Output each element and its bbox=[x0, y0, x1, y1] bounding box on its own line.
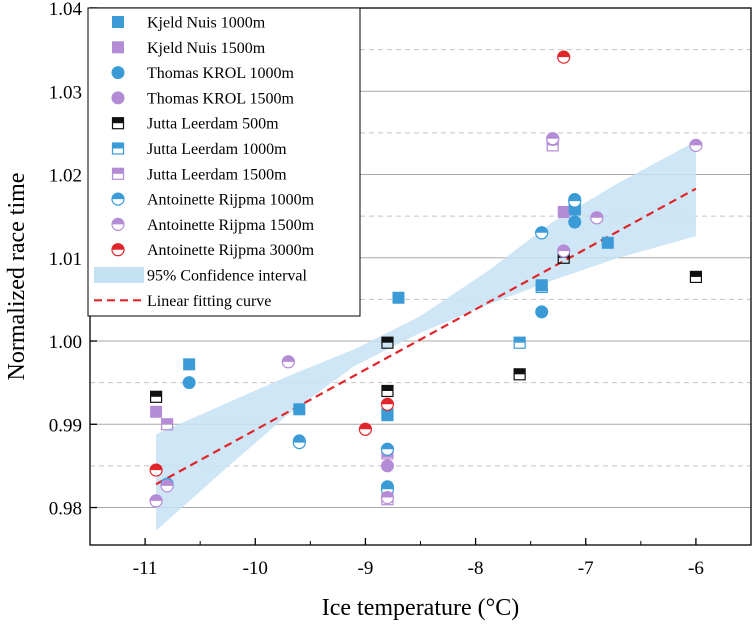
data-point bbox=[150, 405, 163, 418]
y-tick-label: 1.02 bbox=[49, 166, 82, 187]
legend: Kjeld Nuis 1000m Kjeld Nuis 1500m Thomas K… bbox=[87, 7, 361, 317]
legend-label: Kjeld Nuis 1000m bbox=[147, 15, 266, 32]
data-point bbox=[380, 442, 395, 456]
data-point bbox=[380, 490, 395, 505]
data-point bbox=[535, 305, 549, 319]
data-points bbox=[149, 50, 703, 508]
confidence-band-layer bbox=[156, 141, 696, 531]
data-point bbox=[381, 384, 394, 398]
x-axis-title: Ice temperature (°C) bbox=[322, 595, 519, 621]
legend-label: Antoinette Rijpma 3000m bbox=[147, 242, 315, 259]
y-axis-title: Normalized race time bbox=[4, 173, 30, 381]
data-point bbox=[513, 368, 526, 381]
y-tick-label: 1.04 bbox=[49, 0, 83, 20]
data-point bbox=[601, 236, 614, 249]
legend-marker bbox=[111, 167, 125, 180]
data-point bbox=[513, 336, 526, 349]
data-point bbox=[557, 244, 571, 258]
x-tick-label: -11 bbox=[133, 558, 158, 579]
legend-label: Thomas KROL 1500m bbox=[147, 90, 295, 107]
legend-label: 95% Confidence interval bbox=[147, 268, 308, 285]
legend-label: Antoinette Rijpma 1500m bbox=[147, 217, 315, 234]
data-point bbox=[535, 280, 548, 294]
legend-label: Jutta Leerdam 500m bbox=[147, 116, 279, 133]
data-point bbox=[358, 422, 373, 436]
data-point bbox=[149, 463, 163, 477]
y-tick-label: 1.01 bbox=[49, 249, 82, 270]
data-point bbox=[182, 376, 196, 390]
data-point bbox=[689, 138, 703, 152]
confidence-band bbox=[156, 141, 696, 531]
data-point bbox=[546, 132, 560, 146]
y-tick-label: 0.99 bbox=[49, 415, 82, 436]
legend-label: Linear fitting curve bbox=[147, 293, 271, 310]
legend-marker bbox=[111, 91, 125, 105]
legend-label: Antoinette Rijpma 1000m bbox=[147, 192, 315, 209]
x-tick-label: -8 bbox=[468, 558, 484, 579]
data-point bbox=[161, 418, 174, 431]
x-tick-label: -9 bbox=[358, 558, 374, 579]
x-tick-label: -7 bbox=[578, 558, 594, 579]
legend-label: Jutta Leerdam 1000m bbox=[147, 141, 287, 158]
data-point bbox=[392, 291, 405, 304]
legend-marker bbox=[112, 41, 124, 54]
y-tick-label: 1.03 bbox=[49, 82, 82, 103]
legend-swatch bbox=[94, 267, 144, 283]
legend-marker bbox=[111, 243, 125, 257]
data-point bbox=[590, 211, 604, 225]
legend-box bbox=[87, 7, 361, 317]
data-point bbox=[149, 494, 163, 508]
data-point bbox=[293, 403, 306, 416]
x-tick-label: -6 bbox=[688, 558, 704, 579]
y-tick-label: 0.98 bbox=[49, 499, 82, 520]
legend-label: Jutta Leerdam 1500m bbox=[147, 166, 287, 183]
data-point bbox=[183, 358, 196, 371]
data-point bbox=[292, 435, 306, 450]
x-tick-label: -10 bbox=[243, 558, 268, 579]
data-point bbox=[568, 194, 582, 208]
data-point bbox=[557, 205, 570, 218]
data-point bbox=[281, 355, 295, 369]
data-point bbox=[380, 459, 394, 473]
data-point bbox=[380, 397, 395, 411]
tick-labels: -11 -10 -9 -8 -7 -6 0.98 0.99 1.00 1.01 1.02 1.03 1.… bbox=[49, 0, 704, 579]
legend-label: Thomas KROL 1000m bbox=[147, 65, 295, 82]
data-point bbox=[557, 50, 571, 64]
data-point bbox=[160, 479, 174, 493]
data-point bbox=[150, 390, 163, 403]
data-point bbox=[381, 336, 394, 349]
data-point bbox=[535, 226, 549, 240]
data-point bbox=[689, 270, 703, 284]
data-point bbox=[568, 215, 582, 229]
legend-marker bbox=[111, 117, 125, 130]
legend-marker bbox=[111, 66, 125, 80]
legend-marker bbox=[111, 142, 125, 155]
legend-marker bbox=[111, 192, 125, 206]
legend-marker bbox=[111, 217, 125, 231]
y-tick-label: 1.00 bbox=[49, 332, 82, 353]
legend-marker bbox=[112, 16, 124, 28]
legend-label: Kjeld Nuis 1500m bbox=[147, 40, 266, 57]
